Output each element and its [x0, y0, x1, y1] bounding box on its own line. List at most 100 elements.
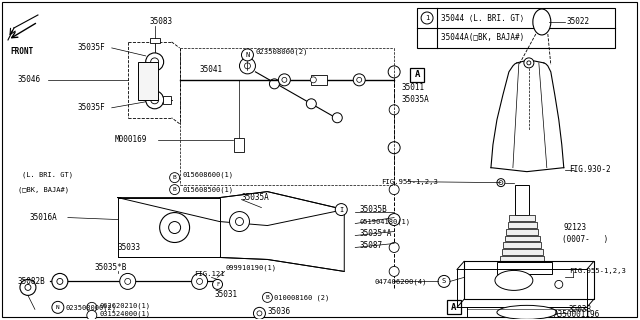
Text: 35044 ⟨L. BRI. GT⟩: 35044 ⟨L. BRI. GT⟩ — [441, 13, 524, 22]
Bar — [500, 256, 544, 262]
Text: N: N — [245, 52, 250, 58]
Bar — [503, 243, 541, 249]
Circle shape — [388, 213, 400, 226]
Circle shape — [150, 58, 159, 66]
Text: FIG.121: FIG.121 — [195, 271, 225, 277]
Bar — [311, 75, 327, 85]
Text: 35022: 35022 — [567, 18, 590, 27]
Circle shape — [25, 284, 31, 290]
Circle shape — [388, 66, 400, 78]
Text: 010008160 (2): 010008160 (2) — [275, 294, 330, 300]
Circle shape — [241, 49, 253, 61]
Text: B: B — [173, 187, 177, 192]
Text: 35035*B: 35035*B — [95, 263, 127, 272]
Text: N: N — [56, 305, 60, 310]
Circle shape — [230, 212, 250, 232]
Text: B: B — [266, 295, 269, 300]
Circle shape — [389, 243, 399, 252]
Text: 35036: 35036 — [268, 307, 291, 316]
Text: 35031: 35031 — [214, 290, 237, 299]
Ellipse shape — [495, 270, 533, 290]
Bar — [515, 185, 529, 214]
Bar — [447, 300, 461, 314]
Text: 35044A(□BK, BAJA#): 35044A(□BK, BAJA#) — [441, 33, 524, 43]
Text: 023508000(2): 023508000(2) — [66, 304, 117, 311]
Text: 015608600(1): 015608600(1) — [182, 172, 234, 178]
Circle shape — [170, 173, 180, 183]
Circle shape — [388, 142, 400, 154]
Text: S: S — [442, 278, 446, 284]
Text: FIG.955-1,2,3: FIG.955-1,2,3 — [381, 179, 438, 185]
Text: 099910190(1): 099910190(1) — [225, 264, 276, 271]
Circle shape — [212, 279, 223, 289]
Circle shape — [332, 113, 342, 123]
Text: A: A — [451, 303, 457, 312]
Bar — [502, 250, 543, 255]
Text: 35035F: 35035F — [78, 44, 106, 52]
Circle shape — [20, 279, 36, 295]
Circle shape — [421, 12, 433, 24]
Text: F: F — [216, 282, 219, 287]
Circle shape — [282, 77, 287, 82]
Bar — [150, 38, 159, 43]
Bar — [138, 62, 157, 100]
Circle shape — [52, 273, 68, 289]
Text: 051904180(1): 051904180(1) — [359, 218, 410, 225]
Text: FIG.955-1,2,3: FIG.955-1,2,3 — [569, 268, 626, 275]
Text: 35082B: 35082B — [18, 277, 45, 286]
Bar — [509, 214, 535, 220]
Circle shape — [335, 204, 348, 216]
Circle shape — [497, 179, 505, 187]
Circle shape — [353, 74, 365, 86]
Text: 35035A: 35035A — [401, 95, 429, 104]
Text: I: I — [339, 207, 344, 212]
Text: 35046: 35046 — [18, 75, 41, 84]
Circle shape — [278, 74, 291, 86]
Circle shape — [269, 79, 280, 89]
Text: 35041: 35041 — [200, 65, 223, 74]
Bar — [410, 68, 424, 82]
Circle shape — [356, 77, 362, 82]
Circle shape — [146, 91, 164, 109]
Circle shape — [191, 273, 207, 289]
Circle shape — [57, 278, 63, 284]
Circle shape — [168, 221, 180, 234]
Circle shape — [262, 292, 273, 302]
Text: 35011: 35011 — [401, 83, 424, 92]
Text: 031524000(1): 031524000(1) — [100, 310, 151, 316]
Bar — [497, 262, 552, 275]
Text: M000169: M000169 — [115, 135, 147, 144]
Text: A: A — [415, 70, 420, 79]
Circle shape — [555, 280, 563, 288]
Text: FIG.930-2: FIG.930-2 — [569, 165, 611, 174]
Circle shape — [120, 273, 136, 289]
Text: 35035A: 35035A — [241, 193, 269, 202]
Text: 92123: 92123 — [564, 223, 587, 232]
Circle shape — [196, 278, 203, 284]
Bar — [234, 138, 244, 152]
Text: 35035*A: 35035*A — [359, 229, 392, 238]
Circle shape — [150, 96, 159, 104]
Text: 35016A: 35016A — [30, 213, 58, 222]
Circle shape — [389, 185, 399, 195]
Circle shape — [52, 301, 64, 313]
Circle shape — [438, 276, 450, 287]
Circle shape — [159, 212, 189, 243]
Bar — [505, 236, 540, 242]
Circle shape — [389, 267, 399, 276]
Circle shape — [170, 185, 180, 195]
Ellipse shape — [533, 9, 551, 35]
Text: 35087: 35087 — [359, 241, 382, 250]
Text: 1: 1 — [425, 15, 429, 21]
Circle shape — [87, 302, 97, 312]
Bar — [508, 221, 537, 228]
Text: A350001196: A350001196 — [554, 310, 600, 319]
Circle shape — [499, 180, 503, 185]
Circle shape — [87, 310, 97, 320]
Text: 062620210(1): 062620210(1) — [100, 302, 151, 308]
Circle shape — [253, 307, 266, 319]
Bar — [506, 228, 538, 235]
Text: B: B — [173, 175, 177, 180]
Circle shape — [244, 63, 250, 69]
Text: 047406200(4): 047406200(4) — [374, 278, 427, 285]
